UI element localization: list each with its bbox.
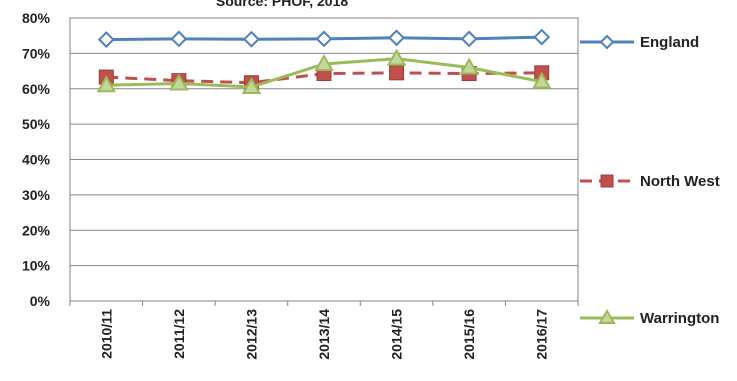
x-tick-label: 2011/12 — [171, 309, 187, 359]
y-tick-label: 0% — [30, 293, 51, 309]
legend: England North West Warrington — [580, 34, 720, 327]
gridlines — [70, 52, 578, 267]
point-marker — [389, 65, 405, 81]
point-marker — [243, 30, 260, 48]
point-marker — [598, 309, 616, 324]
point-marker — [241, 76, 262, 94]
point-marker — [531, 71, 552, 89]
point-marker — [170, 30, 188, 48]
point-marker — [314, 53, 334, 71]
y-tick-label: 30% — [22, 187, 51, 203]
point-marker — [600, 174, 614, 188]
x-tick-label: 2013/14 — [316, 309, 332, 360]
point-marker — [315, 30, 333, 48]
series-lines — [96, 28, 552, 94]
legend-label: North West — [640, 173, 720, 190]
legend-label: England — [640, 34, 699, 51]
point-marker — [533, 28, 551, 46]
point-marker — [97, 31, 115, 48]
x-tick-label: 2014/15 — [389, 309, 405, 360]
point-marker — [169, 73, 189, 91]
point-marker — [599, 34, 615, 50]
x-tick-label: 2010/11 — [98, 309, 114, 359]
y-tick-label: 50% — [22, 116, 51, 132]
y-tick-label: 70% — [22, 45, 51, 61]
point-marker — [386, 48, 407, 66]
legend-label: Warrington — [640, 310, 719, 327]
y-axis-ticks: 0% 10% 20% 30% 40% 50% 60% 70% 80% — [22, 10, 51, 309]
y-tick-label: 80% — [22, 10, 51, 26]
chart-title: Source: PHOF, 2018 — [216, 0, 348, 9]
x-axis-ticks: 2010/11 2011/12 2012/13 2013/14 2014/15 2015/… — [69, 301, 579, 360]
point-marker — [388, 29, 405, 47]
point-marker — [460, 30, 478, 48]
point-marker — [459, 57, 479, 75]
x-tick-label: 2016/17 — [534, 309, 550, 360]
y-tick-label: 40% — [22, 152, 51, 168]
y-tick-label: 20% — [22, 222, 51, 238]
x-tick-label: 2015/16 — [461, 309, 477, 360]
y-tick-label: 60% — [22, 81, 51, 97]
y-tick-label: 10% — [22, 258, 51, 274]
x-tick-label: 2012/13 — [243, 309, 259, 360]
point-marker — [96, 75, 117, 93]
